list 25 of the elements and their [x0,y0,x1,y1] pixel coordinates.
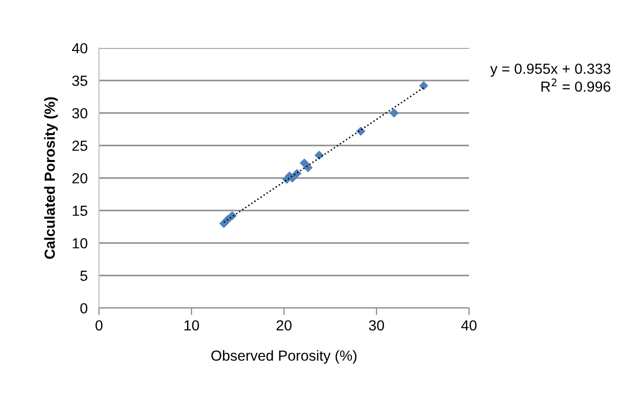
y-tick-label: 15 [72,206,88,216]
y-tick-label: 30 [72,108,88,118]
y-tick-label: 40 [72,43,88,54]
y-tick-label: 5 [80,270,88,281]
point [228,211,237,220]
point [300,158,309,168]
y-tick-label: 20 [72,173,88,184]
y-tick-label: 25 [72,140,88,151]
point [314,150,324,160]
text: R$^{2}$ = 0.996 [541,78,610,92]
x-tick-label: 40 [461,320,477,331]
y-tick-label: 10 [72,238,88,248]
text: y = 0.955x + 0.333 [490,64,610,77]
y-axis-title: Calculated Porosity (%) [44,97,58,259]
point [389,108,399,118]
x-axis-title: Observed Porosity (%) [211,350,356,364]
x-tick-label: 30 [368,320,384,331]
point [419,81,428,90]
point [356,126,366,136]
x-tick-label: 10 [184,320,200,331]
point [303,162,313,172]
y-tick-label: 0 [80,303,88,314]
x-tick-label: 0 [96,320,102,331]
x-tick-label: 20 [276,320,292,331]
y-tick-label: 35 [72,76,88,86]
